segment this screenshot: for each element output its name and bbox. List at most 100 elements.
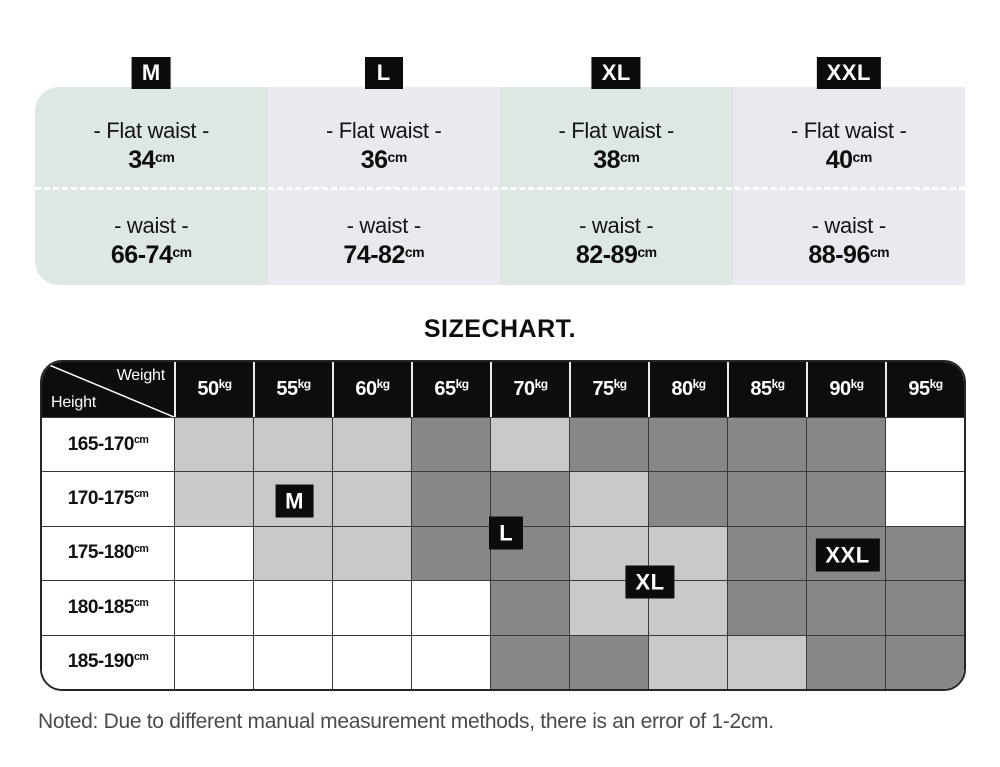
sizechart-title: SIZECHART. — [423, 315, 577, 343]
value-number: 185-190 — [67, 651, 135, 673]
fit-cell-180-185-90 — [806, 580, 885, 635]
value-number: 70 — [513, 378, 535, 400]
value-number: 50 — [197, 378, 219, 400]
size-card-xl: XL - Flat waist -38cm - waist -82-89cm — [500, 57, 733, 285]
fit-cell-180-185-60 — [332, 580, 411, 635]
cm-superscript: cm — [404, 243, 425, 260]
value-number: 90 — [829, 378, 851, 400]
weight-header-65kg: 65 kg — [411, 362, 490, 417]
kg-superscript: kg — [376, 377, 391, 392]
fit-cell-165-170-80 — [648, 417, 727, 472]
kg-superscript: kg — [771, 377, 786, 392]
fit-cell-165-170-65 — [411, 417, 490, 472]
value-number: 60 — [355, 378, 377, 400]
waist-label: - waist - — [579, 213, 654, 238]
fit-cell-180-185-65 — [411, 580, 490, 635]
value-number: 165-170 — [67, 433, 135, 455]
size-cards-panel: M- Flat waist -34cm - waist -66-74cm L - Fl… — [35, 57, 965, 285]
fit-cell-170-175-90 — [806, 471, 885, 526]
flat-waist-label: - Flat waist - — [325, 118, 442, 143]
fit-cell-185-190-85 — [727, 634, 806, 689]
fit-cell-180-185-85 — [727, 580, 806, 635]
kg-superscript: kg — [534, 377, 549, 392]
flat-waist-label: - Flat waist - — [93, 118, 210, 143]
waist-label: - waist - — [811, 213, 887, 238]
corner-header-cell: Weight Height — [42, 362, 174, 417]
weight-header-55kg: 55 kg — [253, 362, 332, 417]
fit-cell-180-185-95 — [885, 580, 964, 635]
fit-cell-185-190-55 — [253, 634, 332, 689]
weight-header-95kg: 95 kg — [885, 362, 964, 417]
waist-value: 66-74cm — [35, 240, 268, 273]
value-number: 88-96 — [808, 241, 870, 269]
weight-header-70kg: 70 kg — [490, 362, 569, 417]
fit-cell-175-180-60 — [332, 525, 411, 581]
fit-cell-175-180-85 — [727, 525, 806, 581]
kg-superscript: kg — [613, 377, 628, 392]
fit-cell-170-175-95 — [885, 471, 964, 526]
size-badge-l: L — [364, 57, 403, 89]
weight-header-85kg: 85 kg — [727, 362, 806, 417]
table-header-row: Weight Height 50 kg 55 kg 60 kg 65 kg 70 kg 75 kg 80… — [42, 362, 964, 417]
waist-label: - waist - — [346, 213, 422, 238]
cm-superscript: cm — [133, 651, 149, 664]
kg-superscript: kg — [692, 377, 707, 392]
weight-header-80kg: 80 kg — [648, 362, 727, 417]
flat-waist-label: - Flat waist - — [558, 118, 675, 143]
fit-cell-180-185-70 — [490, 580, 569, 635]
fit-cell-185-190-75 — [569, 634, 648, 689]
kg-superscript: kg — [218, 377, 233, 392]
cm-superscript: cm — [620, 148, 640, 165]
value-number: 38 — [593, 146, 621, 174]
value-number: 55 — [276, 378, 298, 400]
cm-superscript: cm — [637, 243, 657, 260]
measurement-note: Noted: Due to different manual measureme… — [38, 710, 774, 733]
value-number: 40 — [825, 146, 853, 174]
fit-cell-175-180-65 — [411, 525, 490, 581]
size-badge-xxl: XXL — [816, 57, 881, 89]
size-badge-m: M — [131, 57, 171, 89]
flat-waist-value: 38cm — [500, 145, 733, 178]
value-number: 85 — [750, 378, 772, 400]
table-row-170-175cm: 170-175 cm — [42, 471, 964, 526]
fit-cell-185-190-70 — [490, 634, 569, 689]
height-row-label: 170-175 cm — [42, 471, 174, 526]
kg-superscript: kg — [850, 377, 865, 392]
fit-cell-170-175-85 — [727, 471, 806, 526]
value-number: 180-185 — [67, 596, 135, 618]
weight-header-50kg: 50 kg — [174, 362, 253, 417]
fit-cell-185-190-60 — [332, 634, 411, 689]
fit-cell-165-170-60 — [332, 417, 411, 472]
cm-superscript: cm — [852, 148, 873, 165]
flat-waist-label: - Flat waist - — [790, 118, 907, 143]
fit-cell-165-170-55 — [253, 417, 332, 472]
table-badge-xxl: XXL — [815, 538, 880, 572]
flat-waist-value: 36cm — [268, 145, 501, 178]
size-badge-xl: XL — [591, 57, 641, 89]
fit-cell-170-175-80 — [648, 471, 727, 526]
fit-cell-170-175-50 — [174, 471, 253, 526]
kg-superscript: kg — [297, 377, 312, 392]
fit-cell-165-170-75 — [569, 417, 648, 472]
kg-superscript: kg — [455, 377, 470, 392]
height-row-label: 185-190 cm — [42, 634, 174, 689]
corner-weight-label: Weight — [116, 367, 166, 384]
value-number: 66-74 — [110, 241, 173, 269]
fit-cell-185-190-95 — [885, 634, 964, 689]
value-number: 95 — [908, 378, 930, 400]
value-number: 65 — [434, 378, 456, 400]
diagonal-line — [42, 362, 174, 417]
cm-superscript: cm — [133, 597, 149, 610]
value-number: 74-82 — [343, 241, 405, 269]
fit-cell-170-175-60 — [332, 471, 411, 526]
table-badge-m: M — [275, 484, 314, 518]
value-number: 75 — [592, 378, 614, 400]
height-row-label: 180-185 cm — [42, 580, 174, 635]
kg-superscript: kg — [929, 377, 944, 392]
corner-height-label: Height — [51, 394, 97, 411]
fit-cell-165-170-50 — [174, 417, 253, 472]
fit-cell-170-175-75 — [569, 471, 648, 526]
dotted-divider — [35, 187, 965, 190]
weight-header-60kg: 60 kg — [332, 362, 411, 417]
fit-cell-165-170-70 — [490, 417, 569, 472]
